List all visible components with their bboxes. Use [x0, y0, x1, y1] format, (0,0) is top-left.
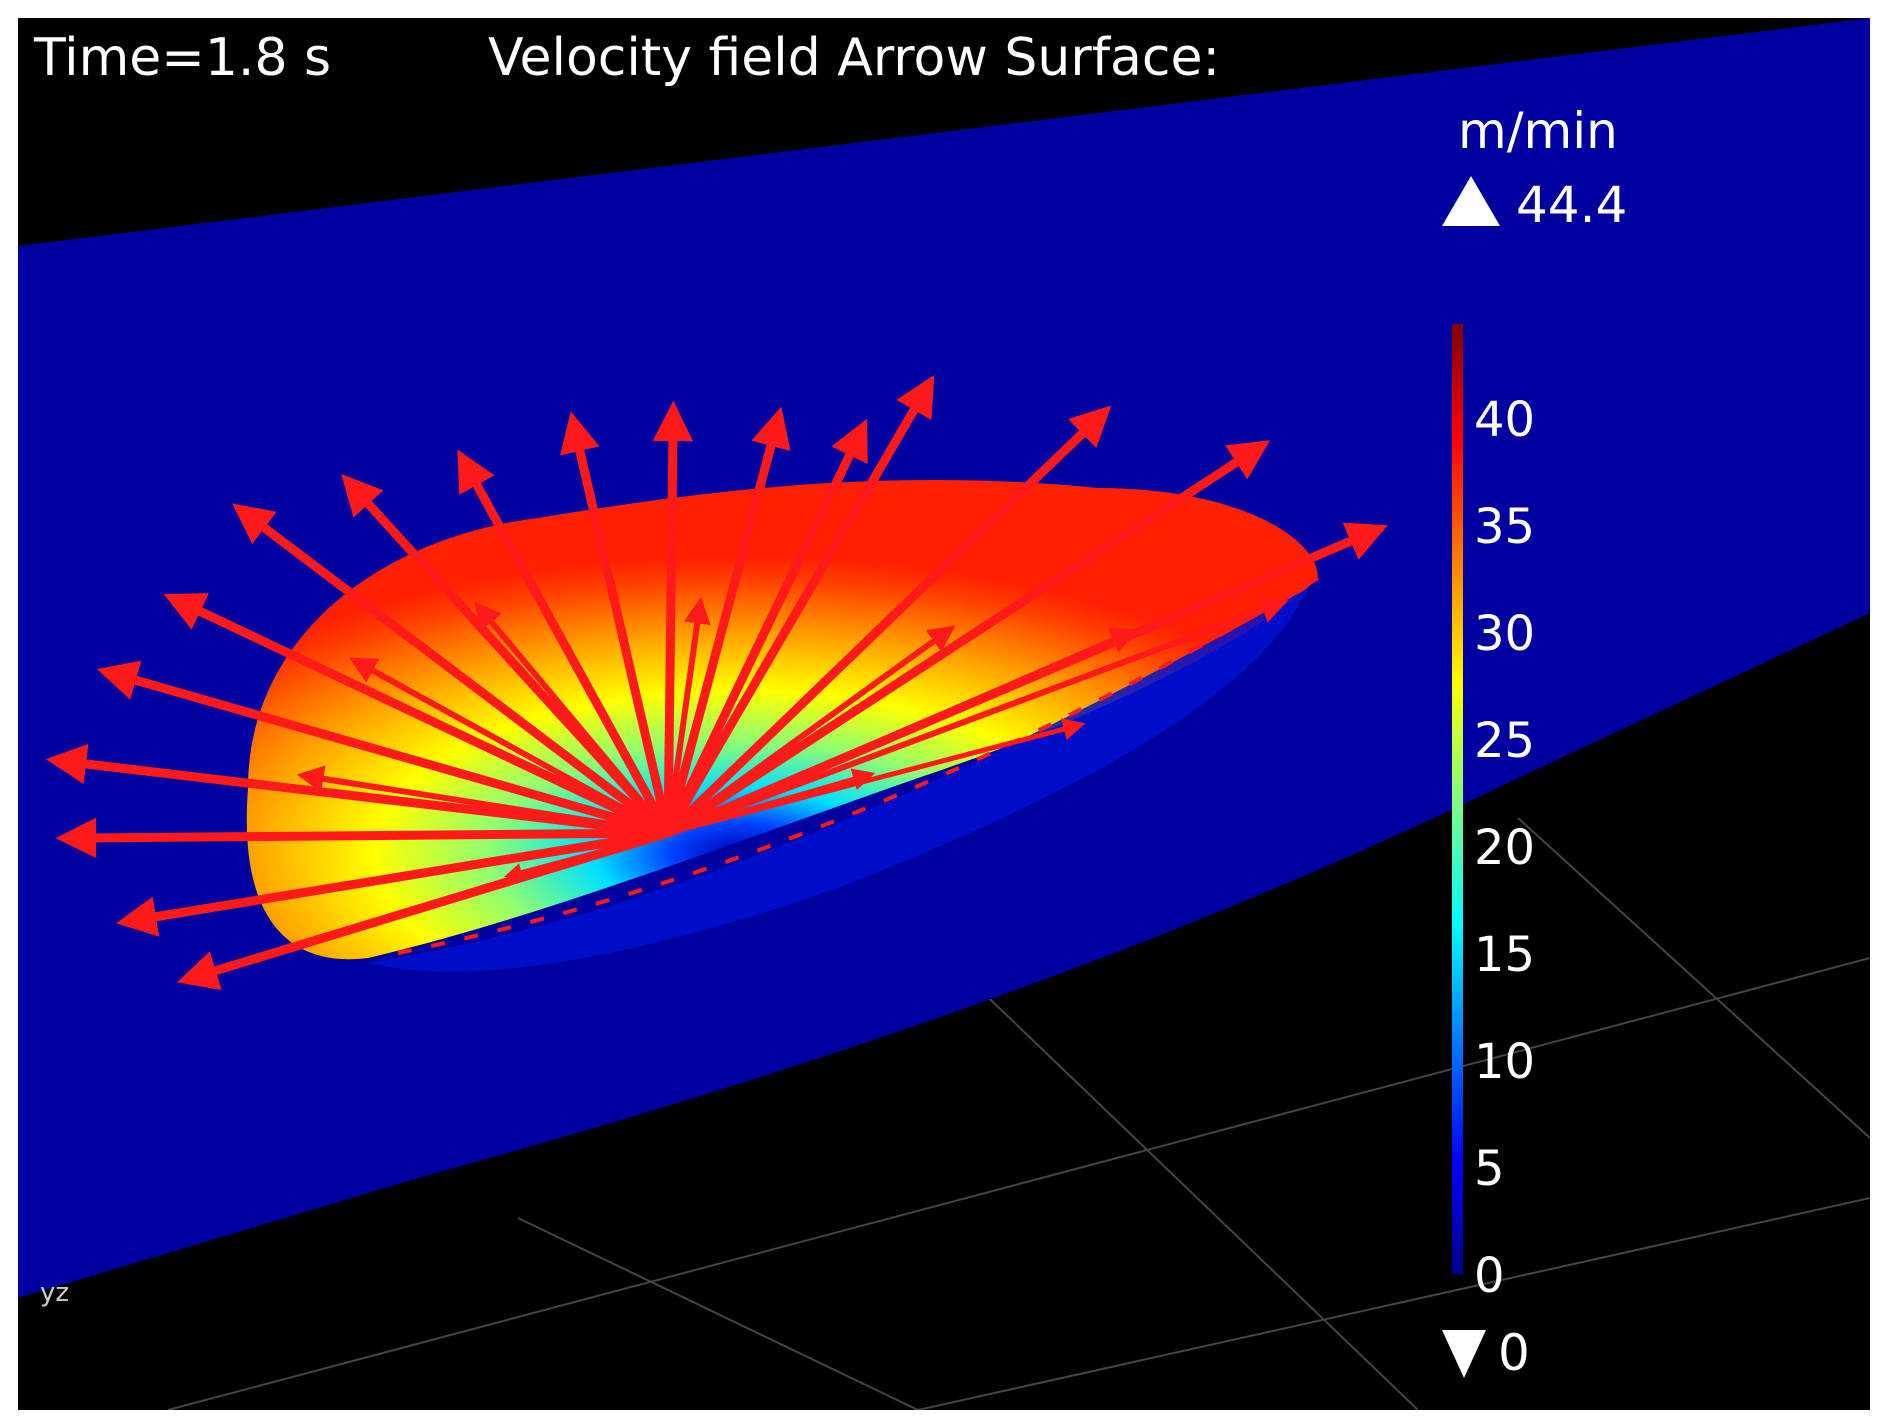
arrow — [665, 597, 1289, 836]
arrow — [663, 405, 1112, 838]
arrow — [296, 765, 671, 836]
arrow — [665, 718, 1086, 836]
plot-title: Velocity field Arrow Surface: — [488, 28, 1221, 88]
colorbar-tick-label: 25 — [1474, 713, 1536, 770]
colorbar — [1452, 324, 1463, 1274]
arrow — [665, 596, 711, 836]
arrow — [652, 400, 694, 838]
velocity-surface-plot — [18, 18, 1870, 1410]
arrow — [163, 593, 673, 838]
arrow — [457, 449, 673, 838]
colorbar-max-label: 44.4 — [1516, 176, 1628, 234]
arrow — [504, 831, 670, 881]
arrow — [341, 474, 673, 838]
arrow — [45, 743, 673, 838]
arrow — [663, 374, 935, 838]
arrow — [663, 418, 868, 838]
arrow — [665, 625, 956, 836]
floor-grid — [167, 817, 1870, 1410]
colorbar-tick-label: 0 — [1474, 1248, 1505, 1304]
time-label: Time=1.8 s — [34, 28, 332, 88]
colorbar-tick-label: 35 — [1474, 499, 1536, 556]
arrow — [560, 411, 673, 838]
colorbar-min-label: 0 — [1498, 1324, 1530, 1382]
colorbar-tick-label: 30 — [1474, 606, 1536, 663]
axis-orientation-icon: yz — [40, 1278, 70, 1308]
arrow — [55, 817, 673, 859]
velocity-arrows — [45, 374, 1388, 991]
colorbar-tick-label: 15 — [1474, 927, 1536, 984]
plot-area: Time=1.8 s Velocity field Arrow Surface:… — [18, 18, 1870, 1410]
colorbar-unit: m/min — [1458, 102, 1618, 160]
colorbar-tick-label: 10 — [1474, 1034, 1536, 1091]
max-triangle-icon — [1442, 176, 1500, 226]
dashed-rim-arrows — [397, 576, 1320, 955]
arrow — [116, 828, 673, 937]
arrow — [665, 627, 1138, 836]
colorbar-tick-label: 20 — [1474, 820, 1536, 877]
arrow — [232, 503, 673, 838]
arrow — [96, 660, 673, 838]
arrow — [177, 828, 673, 991]
colorbar-tick-label: 5 — [1474, 1141, 1505, 1198]
min-triangle-icon — [1442, 1330, 1486, 1378]
arrow — [474, 601, 671, 836]
arrow — [663, 406, 791, 838]
colorbar-tick-label: 40 — [1474, 392, 1536, 449]
arrow — [349, 657, 671, 836]
